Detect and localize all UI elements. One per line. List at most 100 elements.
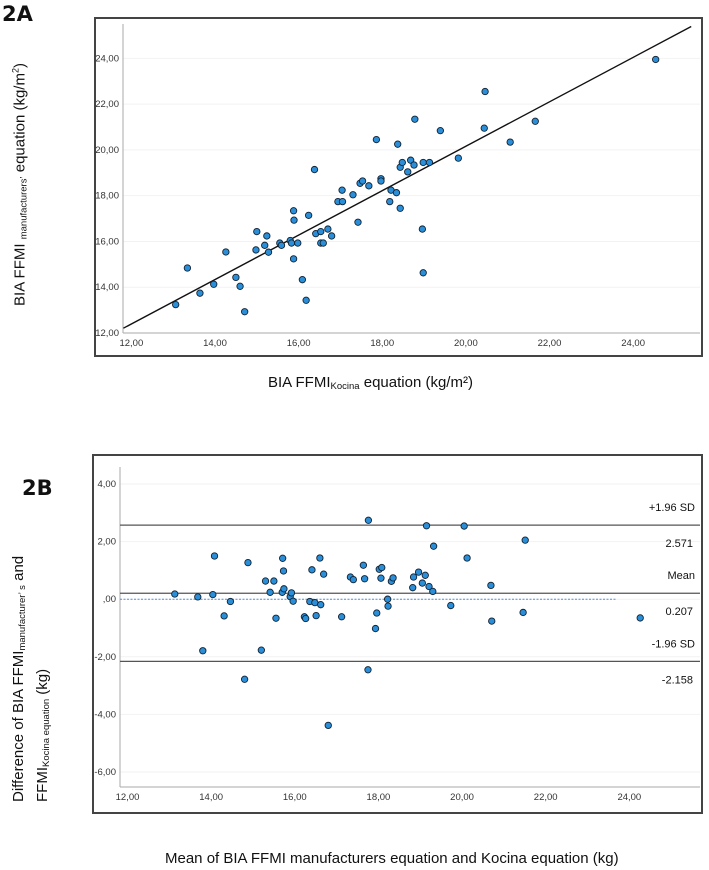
chart-2a-y-tick-label: 12,00 (95, 328, 119, 339)
data-point (407, 156, 415, 164)
chart-2b-x-tick-label: 12,00 (116, 792, 140, 803)
data-point (387, 577, 396, 585)
data-point (236, 282, 244, 290)
data-point (392, 189, 401, 197)
data-point (302, 614, 310, 623)
ylabel-line1-sub: manufacturer’ s (17, 585, 28, 651)
data-point (199, 647, 207, 655)
data-point (460, 522, 468, 530)
ylabel-line1-rest: and (10, 555, 27, 586)
data-point (338, 186, 346, 194)
chart-2b-x-tick-label: 18,00 (367, 792, 391, 803)
data-point (429, 542, 438, 550)
ylabel-end: ) (11, 63, 29, 69)
data-point (411, 115, 419, 123)
data-point (360, 575, 369, 583)
data-point (311, 599, 319, 607)
data-point (232, 273, 240, 282)
data-point (652, 55, 660, 64)
chart-2b-y-tick-label: -6,00 (94, 767, 116, 778)
data-point (354, 218, 362, 226)
data-point (409, 584, 417, 592)
data-point (317, 227, 325, 236)
ylabel-line1-main: Difference of BIA FFMI (10, 650, 27, 802)
panel-label-2a: 2A (2, 2, 33, 26)
data-point (422, 522, 431, 530)
data-point (210, 280, 218, 288)
data-point (338, 197, 347, 206)
data-point (359, 561, 368, 569)
chart-2b-x-tick-label: 20,00 (450, 792, 474, 803)
data-point (319, 239, 327, 247)
xlabel-rest: equation (kg/m²) (359, 374, 473, 391)
data-point (312, 611, 320, 620)
data-point (324, 721, 332, 730)
data-point (521, 536, 529, 544)
data-point (302, 296, 310, 304)
data-point (210, 552, 219, 560)
limit-line-label: +1.96 SD (649, 502, 695, 514)
data-point (266, 588, 274, 596)
data-point (358, 177, 367, 185)
data-point (261, 241, 269, 249)
limit-line-value: -2.158 (662, 674, 693, 686)
data-point (410, 161, 418, 169)
chart-2a-x-tick-label: 20,00 (454, 338, 478, 349)
chart-2a-x-tick-label: 18,00 (370, 338, 394, 349)
chart-2b-frame (92, 454, 703, 814)
data-point (171, 590, 179, 598)
limit-line-value: 2.571 (665, 538, 693, 550)
data-point (531, 117, 539, 125)
xlabel-sub: Kocina (330, 381, 360, 392)
data-point (196, 289, 204, 297)
data-point (270, 577, 278, 585)
data-point (487, 581, 495, 590)
data-point (349, 191, 357, 199)
identity-line (123, 25, 692, 329)
data-point (373, 609, 381, 617)
chart-2b-y-tick-label: ,00 (103, 594, 116, 605)
data-point (324, 225, 332, 233)
data-point (377, 177, 385, 185)
ylabel-sub: manufacturers’ (18, 176, 30, 240)
data-point (409, 573, 418, 581)
data-point (294, 239, 302, 247)
data-point (194, 593, 202, 601)
chart-2a-y-tick-label: 14,00 (95, 282, 119, 293)
chart-2b-y-tick-label: -4,00 (94, 709, 116, 720)
data-point (447, 601, 455, 610)
chart-2a-y-tick-label: 16,00 (95, 236, 119, 247)
chart-2a-x-tick-label: 16,00 (287, 338, 311, 349)
data-point (280, 585, 288, 593)
chart-2a-y-tick-label: 18,00 (95, 191, 119, 202)
chart-2b-x-axis-title: Mean of BIA FFMI manufacturers equation … (165, 850, 619, 867)
data-point (278, 588, 286, 596)
data-point (488, 617, 496, 625)
data-point (298, 276, 307, 284)
ylabel-sup: 2 (10, 68, 21, 74)
data-point (383, 595, 392, 603)
limit-line-label: Mean (667, 570, 695, 582)
xlabel-main: BIA FFMI (268, 374, 331, 391)
data-point (289, 597, 297, 605)
limit-line-value: 0.207 (665, 606, 693, 618)
chart-2b-x-tick-label: 16,00 (283, 792, 307, 803)
data-point (418, 579, 426, 587)
data-point (252, 246, 260, 254)
data-point (425, 582, 433, 591)
data-point (306, 597, 314, 606)
limit-line-label: -1.96 SD (652, 638, 695, 650)
chart-2b-y-tick-label: 4,00 (98, 479, 117, 490)
chart-2b-y-tick-label: -2,00 (94, 652, 116, 663)
data-point (404, 168, 412, 176)
data-point (277, 241, 286, 249)
data-point (480, 124, 488, 132)
data-point (244, 558, 252, 567)
data-point (419, 158, 427, 167)
data-point (279, 554, 287, 562)
data-point (378, 563, 386, 572)
data-point (220, 612, 228, 620)
data-point (429, 587, 437, 596)
data-point (349, 575, 357, 584)
ylabel-line2-rest: (kg) (34, 668, 51, 699)
